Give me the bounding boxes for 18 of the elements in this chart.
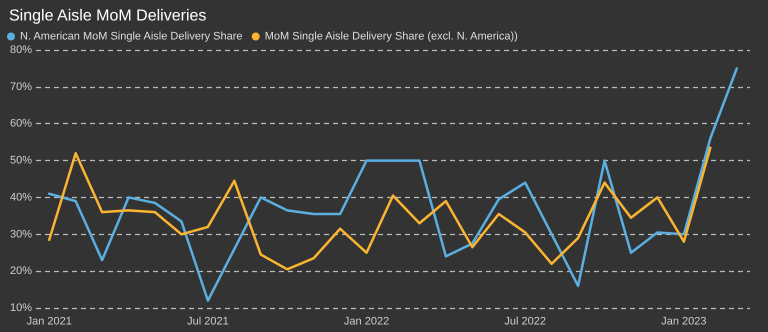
- x-tick-label: Jul 2021: [187, 316, 229, 328]
- x-tick-label: Jan 2023: [661, 316, 707, 328]
- x-tick-label: Jan 2021: [26, 316, 72, 328]
- legend-label: N. American MoM Single Aisle Delivery Share: [20, 30, 243, 42]
- y-tick-label: 60%: [10, 118, 32, 130]
- y-tick-label: 30%: [10, 228, 32, 240]
- line-series: [48, 146, 712, 271]
- y-tick-label: 50%: [10, 154, 32, 167]
- x-tick-label: Jul 2022: [504, 316, 546, 328]
- y-tick-label: 80%: [10, 44, 32, 56]
- chart-title: Single Aisle MoM Deliveries: [9, 8, 206, 24]
- y-tick-label: 70%: [10, 80, 32, 93]
- y-tick-label: 10%: [10, 302, 32, 314]
- legend-label: MoM Single Aisle Delivery Share (excl. N. America)): [264, 30, 518, 42]
- y-tick-label: 20%: [10, 265, 32, 278]
- line-series: [48, 67, 738, 302]
- y-tick-label: 40%: [10, 191, 32, 204]
- x-tick-label: Jan 2022: [344, 316, 390, 328]
